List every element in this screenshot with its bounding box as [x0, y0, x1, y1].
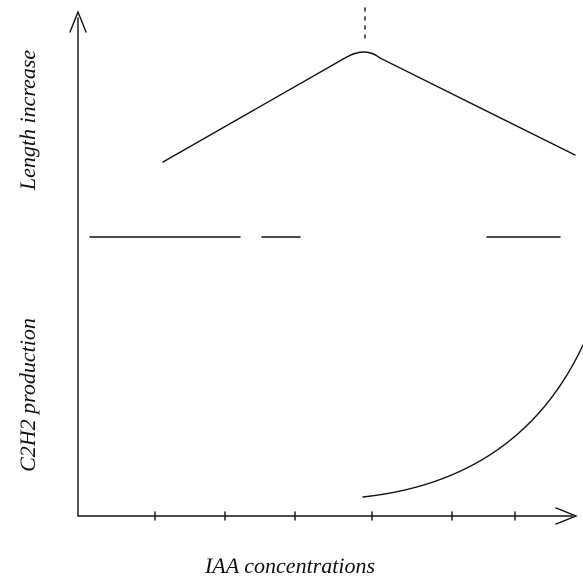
y-upper-label: Length increase: [15, 50, 40, 192]
x-axis-arrow: [555, 507, 578, 525]
x-label: IAA concentrations: [204, 553, 375, 578]
x-tick-marks: [154, 511, 516, 521]
c2h2-production-curve: [362, 344, 583, 498]
length-increase-curve: [162, 51, 576, 163]
y-lower-label: C2H2 production: [15, 318, 40, 472]
y-axis-arrow: [69, 10, 87, 33]
